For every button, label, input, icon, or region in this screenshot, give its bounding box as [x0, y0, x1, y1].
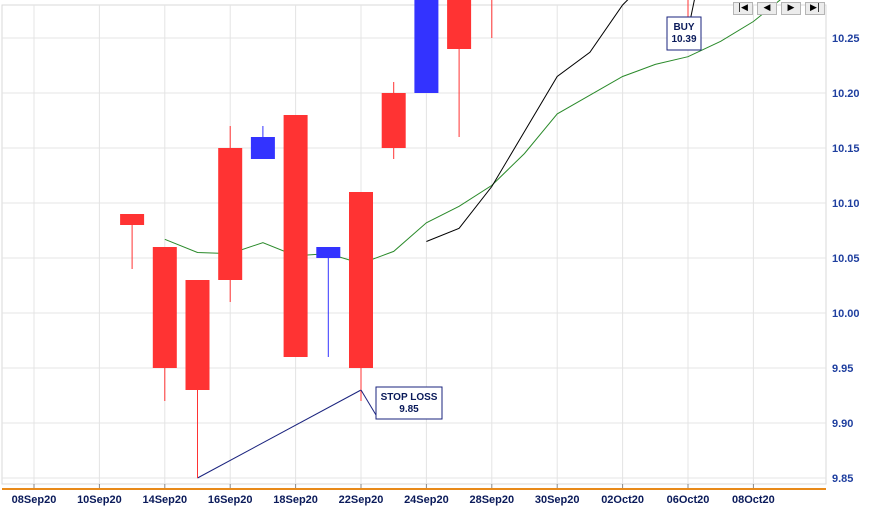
stop-label-text: STOP LOSS — [381, 392, 438, 403]
candle-down — [381, 82, 406, 159]
candle-down — [349, 192, 373, 401]
moving-average-long-line — [164, 0, 781, 265]
candle-down — [120, 214, 145, 269]
indicator-lines — [2, 0, 826, 490]
x-tick-label: 28Sep20 — [469, 494, 514, 506]
x-tick-label: 14Sep20 — [142, 494, 187, 506]
candle-body — [250, 137, 275, 159]
candle-body — [447, 0, 472, 49]
x-tick-label: 02Oct20 — [601, 494, 644, 506]
x-tick-label: 06Oct20 — [667, 494, 710, 506]
x-tick-label: 08Oct20 — [732, 494, 775, 506]
buy-label-box — [666, 16, 702, 51]
moving-average-short-line — [426, 0, 629, 242]
candle-down — [447, 0, 472, 137]
x-axis: 08Sep20 10Sep20 14Sep20 16Sep20 18Sep20 22Sep… — [12, 484, 775, 506]
y-tick-label: 10.20 — [832, 88, 860, 100]
candle-down — [218, 126, 243, 302]
candle-body — [316, 247, 341, 258]
candle-down — [185, 280, 210, 478]
y-tick-label: 10.05 — [832, 253, 860, 265]
candle-down — [687, 0, 689, 27]
candle-body — [283, 115, 308, 357]
candle-body — [414, 0, 439, 93]
candle-body — [381, 93, 406, 148]
y-tick-label: 10.10 — [832, 198, 860, 210]
candle-up — [316, 247, 341, 357]
candle-down — [491, 0, 493, 38]
candles — [120, 0, 689, 478]
candle-up — [414, 0, 439, 93]
x-tick-label: 18Sep20 — [273, 494, 318, 506]
stop-label-text: 9.85 — [399, 404, 419, 415]
x-tick-label: 24Sep20 — [404, 494, 449, 506]
stop-pointer — [360, 389, 377, 416]
candle-down — [283, 115, 308, 357]
x-tick-label: 22Sep20 — [339, 494, 384, 506]
trend-line — [197, 389, 362, 479]
y-tick-label: 10.00 — [832, 308, 860, 320]
candle-body — [120, 214, 145, 225]
nav-prev-button[interactable]: ◀ — [757, 2, 777, 15]
nav-last-button[interactable]: ▶| — [805, 2, 825, 15]
candle-body — [218, 148, 243, 280]
y-axis: 9.85 9.90 9.95 10.00 10.05 10.10 10.15 10.20 10.… — [832, 33, 860, 485]
nav-next-button[interactable]: ▶ — [781, 2, 801, 15]
x-tick-label: 08Sep20 — [12, 494, 57, 506]
stop-label-box — [375, 386, 443, 420]
y-tick-label: 10.15 — [832, 143, 860, 155]
buy-label-text: BUY — [673, 22, 694, 33]
buy-label-text: 10.39 — [671, 34, 696, 45]
y-tick-label: 9.90 — [832, 418, 853, 430]
nav-first-button[interactable]: |◀ — [733, 2, 753, 15]
candle-body — [349, 192, 373, 368]
x-tick-label: 16Sep20 — [208, 494, 253, 506]
x-tick-label: 30Sep20 — [535, 494, 580, 506]
candle-down — [152, 247, 177, 401]
y-tick-label: 9.85 — [832, 473, 853, 485]
candle-up — [250, 126, 275, 159]
y-tick-label: 9.95 — [832, 363, 853, 375]
candle-body — [185, 280, 210, 390]
y-tick-label: 10.25 — [832, 33, 860, 45]
candle-body — [152, 247, 177, 368]
x-tick-label: 10Sep20 — [77, 494, 122, 506]
